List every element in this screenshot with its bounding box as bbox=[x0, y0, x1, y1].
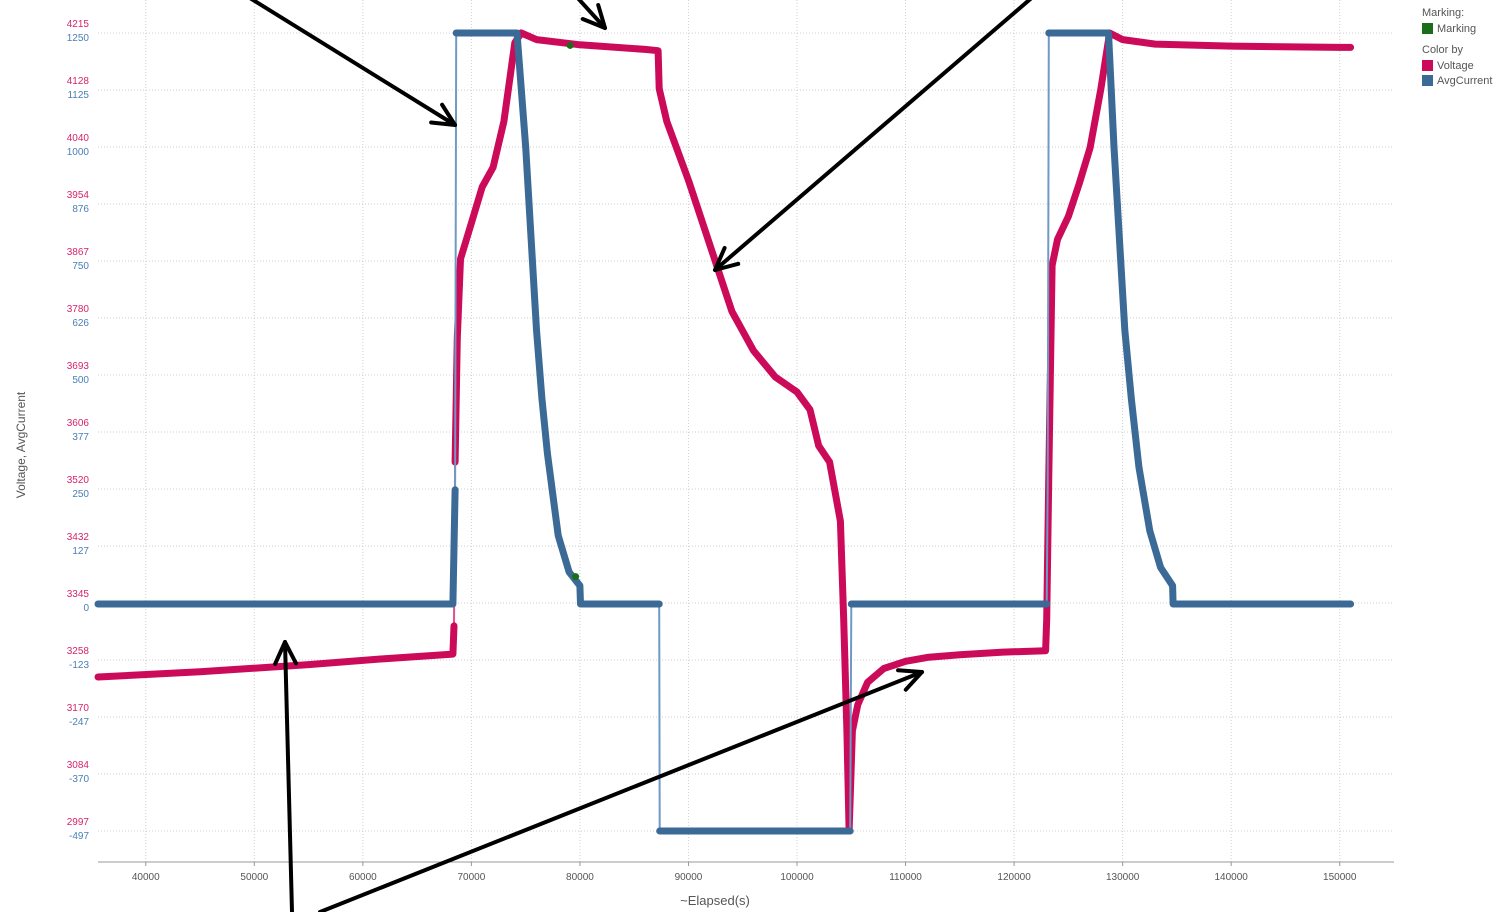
arrow-shaft bbox=[283, 640, 294, 912]
y-tick-current: 500 bbox=[72, 375, 89, 386]
legend-item-avgcurrent[interactable]: AvgCurrent bbox=[1422, 73, 1492, 88]
marking-point bbox=[572, 573, 580, 581]
y-tick-voltage: 4040 bbox=[67, 133, 90, 144]
y-tick-current: -370 bbox=[69, 774, 89, 785]
arrow-head bbox=[896, 668, 924, 692]
x-tick-label: 120000 bbox=[997, 872, 1031, 883]
x-tick-label: 100000 bbox=[780, 872, 814, 883]
arrow-head bbox=[580, 2, 607, 30]
series-markers-voltage bbox=[94, 29, 1355, 835]
y-tick-voltage: 3606 bbox=[67, 418, 90, 429]
x-tick-label: 130000 bbox=[1106, 872, 1140, 883]
x-tick-label: 70000 bbox=[457, 872, 485, 883]
arrow-head bbox=[273, 640, 298, 666]
y-tick-voltage: 3432 bbox=[67, 532, 90, 543]
y-tick-voltage: 3693 bbox=[67, 361, 90, 372]
x-tick-label: 110000 bbox=[889, 872, 922, 883]
arrow-shaft bbox=[249, 0, 457, 127]
y-tick-current: 250 bbox=[72, 489, 89, 500]
series-markers-avgcurrent bbox=[94, 29, 1355, 835]
legend-swatch-avgcurrent bbox=[1422, 75, 1433, 86]
y-tick-current: -247 bbox=[69, 717, 89, 728]
y-tick-voltage: 3954 bbox=[67, 190, 90, 201]
y-axis-label: Voltage, AvgCurrent bbox=[14, 391, 28, 498]
y-tick-voltage: 3170 bbox=[67, 703, 90, 714]
annotation-arrows bbox=[249, 0, 1033, 912]
grid bbox=[98, 0, 1394, 862]
y-tick-current: 1250 bbox=[67, 33, 90, 44]
axes bbox=[98, 861, 1394, 866]
x-tick-label: 90000 bbox=[675, 872, 703, 883]
legend-label-avgcurrent: AvgCurrent bbox=[1437, 74, 1493, 87]
y-tick-voltage: 3258 bbox=[67, 646, 90, 657]
y-tick-current: 127 bbox=[72, 546, 89, 557]
x-axis-label: ~Elapsed(s) bbox=[680, 893, 750, 908]
legend-colorby-header: Color by bbox=[1422, 44, 1463, 56]
marking-point bbox=[566, 41, 574, 49]
y-tick-current: 876 bbox=[72, 204, 89, 215]
arrow-head bbox=[429, 102, 457, 127]
y-tick-current: 1125 bbox=[67, 90, 89, 101]
y-tick-voltage: 2997 bbox=[67, 817, 90, 828]
y-tick-voltage: 3345 bbox=[67, 589, 90, 600]
arrow-shaft bbox=[318, 670, 924, 912]
legend-swatch-voltage bbox=[1422, 60, 1433, 71]
y-tick-current: 1000 bbox=[67, 147, 90, 158]
x-tick-label: 80000 bbox=[566, 872, 594, 883]
y-tick-voltage: 4215 bbox=[67, 19, 90, 30]
y-tick-current: -123 bbox=[69, 660, 89, 671]
y-tick-current: -497 bbox=[69, 831, 89, 842]
legend-label-marking: Marking bbox=[1437, 22, 1477, 35]
y-tick-voltage: 4128 bbox=[67, 76, 90, 87]
x-tick-label: 140000 bbox=[1214, 872, 1248, 883]
y-tick-current: 626 bbox=[72, 318, 89, 329]
legend: Marking: Marking Color by Voltage AvgCur… bbox=[1422, 7, 1492, 88]
y-tick-current: 750 bbox=[72, 261, 89, 272]
arrow-shaft bbox=[576, 0, 607, 30]
legend-item-voltage[interactable]: Voltage bbox=[1422, 58, 1492, 73]
y-tick-current: 0 bbox=[83, 603, 89, 614]
x-tick-label: 50000 bbox=[240, 872, 268, 883]
y-tick-current: 377 bbox=[72, 432, 89, 443]
legend-marking-header: Marking: bbox=[1422, 7, 1465, 19]
y-tick-voltage: 3520 bbox=[67, 475, 90, 486]
y-tick-voltage: 3780 bbox=[67, 304, 90, 315]
tick-labels: 4215 1250 4128 1125 4040 1000 3954 876 3867 750 37… bbox=[67, 19, 1357, 883]
legend-item-marking[interactable]: Marking bbox=[1422, 21, 1492, 36]
y-tick-voltage: 3867 bbox=[67, 247, 90, 258]
x-tick-label: 40000 bbox=[132, 872, 160, 883]
arrow-head bbox=[713, 245, 741, 272]
x-tick-label: 150000 bbox=[1323, 872, 1357, 883]
x-tick-label: 60000 bbox=[349, 872, 377, 883]
series-group bbox=[94, 29, 1355, 835]
legend-label-voltage: Voltage bbox=[1437, 59, 1474, 72]
y-tick-voltage: 3084 bbox=[67, 760, 90, 771]
legend-swatch-marking bbox=[1422, 23, 1433, 34]
arrow-shaft bbox=[713, 0, 1033, 272]
